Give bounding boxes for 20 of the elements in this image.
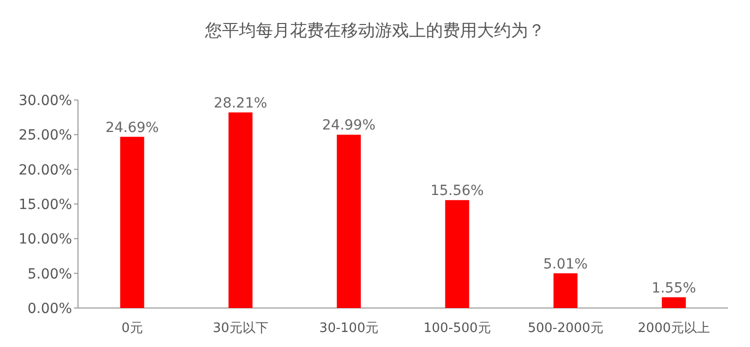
- value-label: 5.01%: [543, 256, 588, 272]
- ytick: 30.00%: [18, 93, 72, 109]
- value-label: 28.21%: [214, 95, 268, 112]
- xtick: 30-100元: [319, 321, 378, 336]
- ytick: 20.00%: [18, 162, 72, 178]
- value-label: 24.69%: [105, 120, 159, 136]
- ytick: 5.00%: [28, 266, 72, 282]
- xtick: 2000元以上: [638, 321, 710, 336]
- xtick: 100-500元: [424, 321, 491, 336]
- ytick: 0.00%: [28, 301, 72, 317]
- ytick: 15.00%: [18, 197, 72, 213]
- value-label: 24.99%: [322, 118, 376, 134]
- xtick: 0元: [122, 321, 143, 336]
- value-label: 15.56%: [430, 183, 484, 200]
- xtick: 30元以下: [212, 321, 268, 336]
- title: 您平均每月花费在移动游戏上的费用大约为？: [205, 21, 545, 41]
- ytick: 10.00%: [18, 232, 72, 248]
- value-label: 1.55%: [652, 280, 696, 296]
- xtick: 500-2000元: [528, 321, 604, 336]
- ytick: 25.00%: [18, 128, 72, 144]
